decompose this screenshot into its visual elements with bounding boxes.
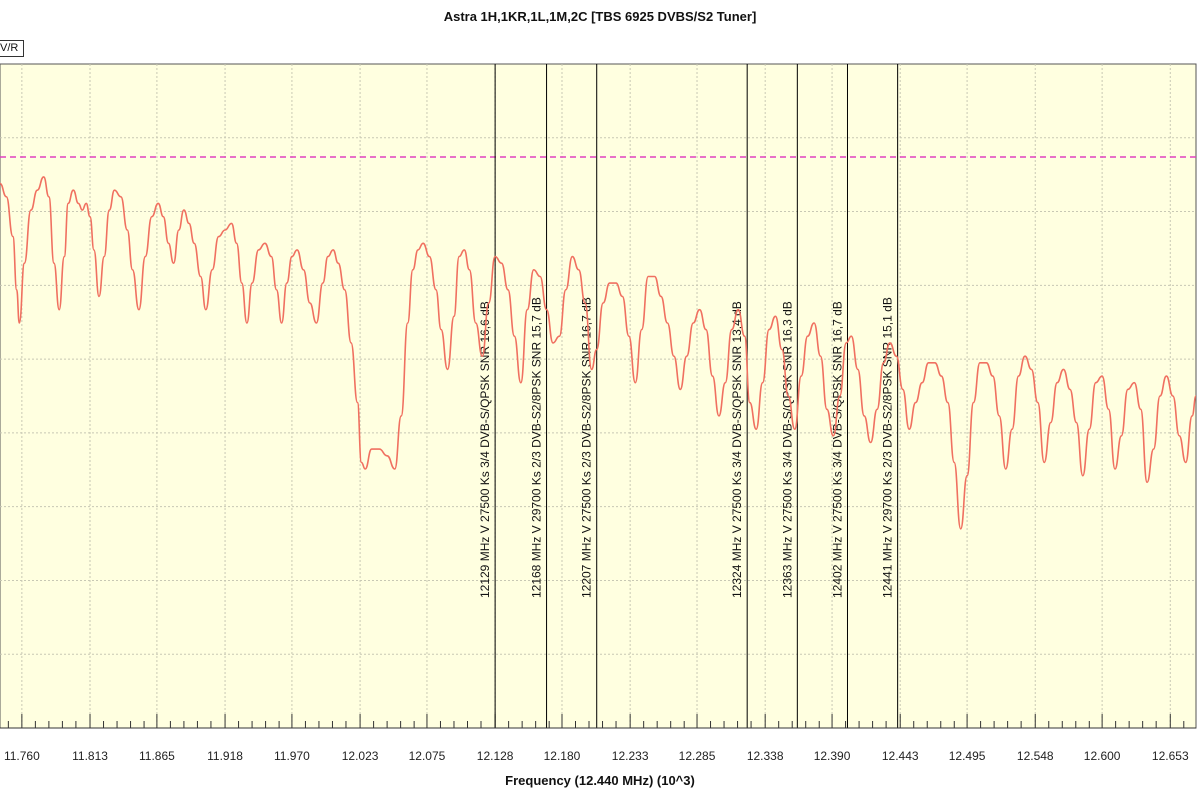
x-tick-label: 12.653 xyxy=(1152,749,1189,763)
x-tick-label: 12.285 xyxy=(679,749,716,763)
marker-label: 12402 MHz V 27500 Ks 3/4 DVB-S/QPSK SNR … xyxy=(830,301,844,598)
marker-label: 12129 MHz V 27500 Ks 3/4 DVB-S/QPSK SNR … xyxy=(478,301,492,598)
marker-label: 12207 MHz V 27500 Ks 2/3 DVB-S2/8PSK SNR… xyxy=(580,297,594,598)
marker-label: 12168 MHz V 29700 Ks 2/3 DVB-S2/8PSK SNR… xyxy=(530,297,544,598)
x-axis-label: Frequency (12.440 MHz) (10^3) xyxy=(505,773,695,788)
x-tick-label: 11.760 xyxy=(4,749,40,763)
x-tick-label: 11.918 xyxy=(207,749,243,763)
series-line xyxy=(0,176,1197,530)
marker-label: 12441 MHz V 29700 Ks 2/3 DVB-S2/8PSK SNR… xyxy=(881,297,895,598)
x-tick-label: 11.970 xyxy=(274,749,310,763)
x-tick-label: 12.128 xyxy=(477,749,514,763)
chart-title: Astra 1H,1KR,1L,1M,2C [TBS 6925 DVBS/S2 … xyxy=(443,9,757,24)
x-tick-label: 12.600 xyxy=(1084,749,1121,763)
marker-label: 12363 MHz V 27500 Ks 3/4 DVB-S/QPSK SNR … xyxy=(780,301,794,598)
x-tick-label: 11.813 xyxy=(72,749,108,763)
x-axis-ticks: 11.760 11.813 11.865 11.918 11.970 12.023 12.0… xyxy=(4,714,1189,763)
x-tick-label: 12.338 xyxy=(747,749,784,763)
x-tick-label: 12.180 xyxy=(544,749,581,763)
grid-lines xyxy=(0,64,1196,728)
x-tick-label: 12.075 xyxy=(409,749,446,763)
x-tick-label: 12.390 xyxy=(814,749,851,763)
plot-area xyxy=(0,63,1197,729)
series-layer xyxy=(0,176,1197,530)
x-tick-label: 12.443 xyxy=(882,749,919,763)
x-tick-label: 12.548 xyxy=(1017,749,1054,763)
transponder-markers: 12129 MHz V 27500 Ks 3/4 DVB-S/QPSK SNR … xyxy=(478,64,899,728)
x-tick-label: 12.495 xyxy=(949,749,986,763)
marker-label: 12324 MHz V 27500 Ks 3/4 DVB-S/QPSK SNR … xyxy=(730,301,744,598)
legend-entry[interactable]: V/R xyxy=(0,40,25,57)
x-tick-label: 12.233 xyxy=(612,749,649,763)
x-tick-label: 11.865 xyxy=(139,749,175,763)
x-tick-label: 12.023 xyxy=(342,749,379,763)
